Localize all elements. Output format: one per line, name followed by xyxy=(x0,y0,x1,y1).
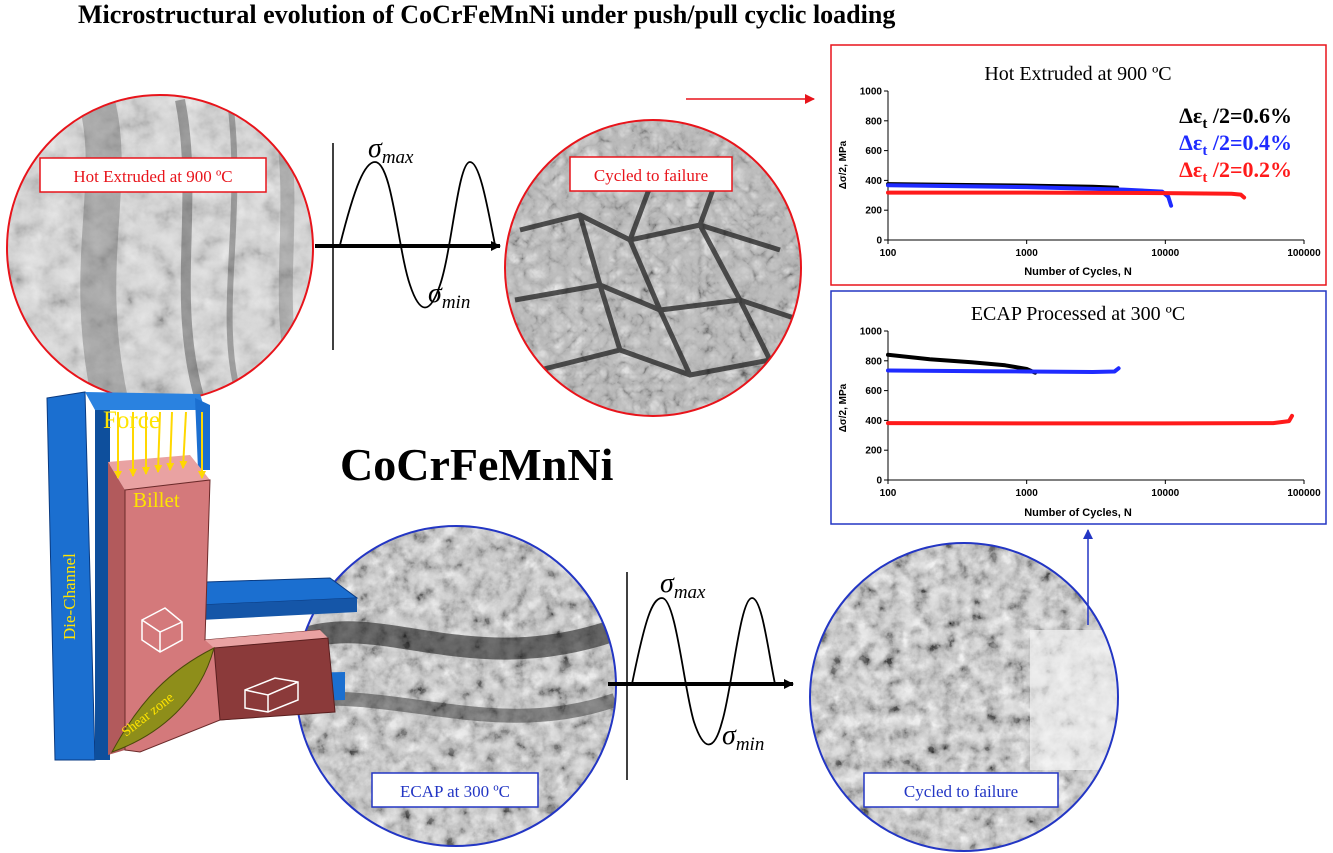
die-channel-label: Die-Channel xyxy=(60,553,79,640)
chart-ecap-ylabel: Δσ/2, MPa xyxy=(838,383,849,432)
figure-title: Microstructural evolution of CoCrFeMnNi … xyxy=(78,0,896,29)
billet-label: Billet xyxy=(133,488,180,512)
hot-extruded-label: Hot Extruded at 900 ºC xyxy=(73,167,232,186)
waveform-bottom: σmax σmin xyxy=(608,568,794,780)
y-tick-label: 600 xyxy=(865,386,882,397)
x-tick-label: 100000 xyxy=(1287,488,1321,499)
sigma-max-top: σmax xyxy=(368,133,414,168)
y-tick-label: 600 xyxy=(865,146,882,157)
chart-hot-extruded-frame xyxy=(830,44,1327,286)
legend-entry-0-2: Δεt /2=0.2% xyxy=(1179,157,1292,186)
force-arrows xyxy=(114,411,206,479)
ecap-label-box xyxy=(371,772,539,808)
y-tick-label: 800 xyxy=(865,356,882,367)
ecap-label: ECAP at 300 ºC xyxy=(400,782,510,801)
chart-ecap: ECAP Processed at 300 ºC 0 200 400 600 800 10… xyxy=(830,290,1327,525)
waveform-top: σmax σmin xyxy=(315,133,501,350)
sigma-min-bottom: σmin xyxy=(722,720,764,755)
x-tick-label: 10000 xyxy=(1151,248,1179,259)
x-tick-label: 100 xyxy=(880,488,897,499)
series-line-2 xyxy=(886,190,1247,200)
force-label: Force xyxy=(103,407,160,434)
ecap-die-diagram: Force Billet Die-Channel Shear zone xyxy=(46,391,359,761)
y-tick-label: 800 xyxy=(865,116,882,127)
alloy-label: CoCrFeMnNi xyxy=(340,439,614,490)
chart-ecap-xlabel: Number of Cycles, N xyxy=(1024,507,1132,519)
cycled-bottom-label-box xyxy=(863,772,1059,808)
legend-entry-0-4: Δεt /2=0.4% xyxy=(1179,130,1292,159)
y-tick-label: 400 xyxy=(865,176,882,187)
chart-ecap-title: ECAP Processed at 300 ºC xyxy=(971,303,1185,325)
hot-extruded-label-box xyxy=(39,157,267,193)
x-tick-label: 100 xyxy=(880,248,897,259)
y-tick-label: 200 xyxy=(865,446,882,457)
y-tick-label: 0 xyxy=(876,236,882,247)
chart-hot-extruded-ylabel: Δσ/2, MPa xyxy=(838,140,849,189)
shear-zone xyxy=(110,647,215,753)
cycled-bottom-label: Cycled to failure xyxy=(904,782,1018,801)
chart-ecap-frame xyxy=(830,290,1327,525)
cycled-top-label-box xyxy=(569,156,733,192)
chart-hot-extruded-title: Hot Extruded at 900 ºC xyxy=(984,63,1171,85)
cycled-top-label: Cycled to failure xyxy=(594,166,708,185)
y-tick-label: 200 xyxy=(865,206,882,217)
series-line-2 xyxy=(886,413,1294,426)
x-tick-label: 1000 xyxy=(1016,248,1039,259)
chart-hot-extruded-plot: 0 200 400 600 800 1000 100 1000 10000 100000 xyxy=(860,87,1321,260)
series-line-1 xyxy=(886,183,1174,208)
micrograph-hot-extruded xyxy=(6,94,314,402)
chart-hot-extruded: Hot Extruded at 900 ºC 0 200 400 600 800 1000… xyxy=(830,44,1327,286)
x-tick-label: 1000 xyxy=(1016,488,1039,499)
y-tick-label: 1000 xyxy=(860,327,883,338)
legend-entry-0-6: Δεt /2=0.6% xyxy=(1179,103,1292,132)
y-tick-label: 400 xyxy=(865,416,882,427)
sigma-min-top: σmin xyxy=(428,278,470,313)
series-line-1 xyxy=(886,366,1121,374)
x-tick-label: 100000 xyxy=(1287,248,1321,259)
chart-hot-extruded-xlabel: Number of Cycles, N xyxy=(1024,266,1132,278)
x-tick-label: 10000 xyxy=(1151,488,1179,499)
y-tick-label: 0 xyxy=(876,476,882,487)
sigma-max-bottom: σmax xyxy=(660,568,706,603)
chart-hot-extruded-legend: Δεt /2=0.6% Δεt /2=0.4% Δεt /2=0.2% xyxy=(1179,103,1292,186)
y-tick-label: 1000 xyxy=(860,87,883,98)
chart-ecap-plot: 0 200 400 600 800 1000 100 1000 10000 100000 xyxy=(860,327,1321,500)
